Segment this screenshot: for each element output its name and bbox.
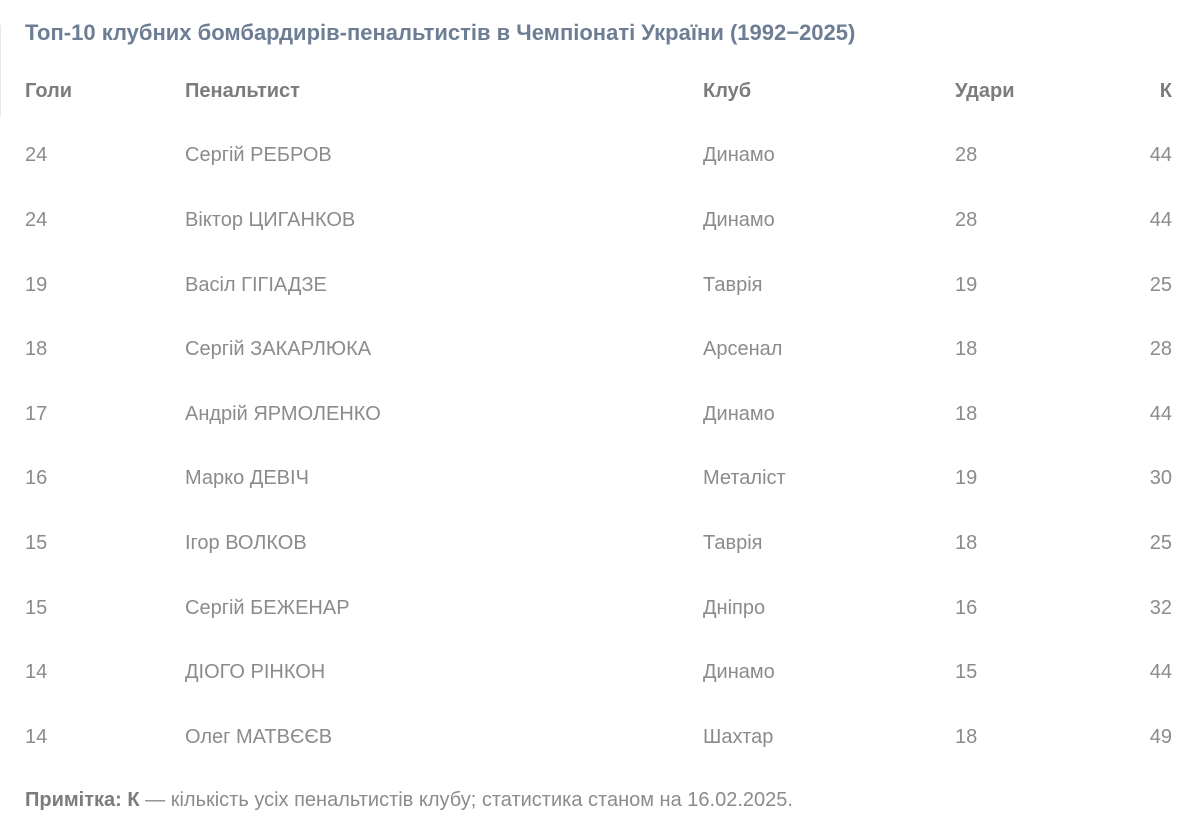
cell-goals: 15 (25, 531, 48, 554)
cell-player: ДІОГО РІНКОН (185, 661, 326, 684)
table-row: 24 Сергій РЕБРОВ Динамо 28 44 (0, 124, 1200, 189)
cell-k: 32 (1149, 596, 1172, 619)
cell-k: 44 (1149, 144, 1172, 167)
cell-k: 28 (1149, 338, 1172, 361)
cell-attempts: 28 (955, 208, 978, 231)
cell-goals: 14 (25, 661, 48, 684)
cell-player: Ігор ВОЛКОВ (185, 531, 307, 554)
cell-club: Динамо (703, 144, 775, 167)
cell-goals: 14 (25, 725, 48, 748)
card-edge-fragment (0, 25, 1, 117)
cell-player: Сергій ЗАКАРЛЮКА (185, 338, 372, 361)
cell-attempts: 28 (955, 144, 978, 167)
table-row: 16 Марко ДЕВІЧ Металіст 19 30 (0, 447, 1200, 512)
cell-player: Андрій ЯРМОЛЕНКО (185, 402, 381, 425)
footnote: Примітка: К — кількість усіх пенальтисті… (0, 789, 1200, 812)
cell-club: Металіст (703, 467, 786, 490)
cell-club: Таврія (703, 531, 763, 554)
cell-player: Марко ДЕВІЧ (185, 467, 309, 490)
table-row: 17 Андрій ЯРМОЛЕНКО Динамо 18 44 (0, 382, 1200, 447)
cell-attempts: 16 (955, 596, 978, 619)
col-header-k: К (1159, 79, 1172, 102)
cell-goals: 16 (25, 467, 48, 490)
footnote-label: Примітка: К (25, 788, 140, 811)
cell-club: Арсенал (703, 338, 783, 361)
cell-club: Дніпро (703, 596, 766, 619)
cell-k: 44 (1149, 402, 1172, 425)
cell-club: Таврія (703, 273, 763, 296)
cell-club: Шахтар (703, 725, 774, 748)
table-row: 15 Ігор ВОЛКОВ Таврія 18 25 (0, 511, 1200, 576)
cell-attempts: 18 (955, 725, 978, 748)
cell-player: Васіл ГІГІАДЗЕ (185, 273, 327, 296)
cell-k: 25 (1149, 273, 1172, 296)
cell-attempts: 19 (955, 273, 978, 296)
footnote-text: — кількість усіх пенальтистів клубу; ста… (139, 788, 793, 811)
cell-attempts: 19 (955, 467, 978, 490)
cell-k: 30 (1149, 467, 1172, 490)
table-row: 14 ДІОГО РІНКОН Динамо 15 44 (0, 640, 1200, 705)
penalty-scorers-table: Голи Пенальтист Клуб Удари К 24 Сергій Р… (0, 59, 1200, 770)
cell-goals: 15 (25, 596, 48, 619)
cell-club: Динамо (703, 208, 775, 231)
col-header-club: Клуб (703, 79, 752, 102)
cell-player: Віктор ЦИГАНКОВ (185, 208, 356, 231)
table-row: 15 Сергій БЕЖЕНАР Дніпро 16 32 (0, 576, 1200, 641)
cell-player: Сергій РЕБРОВ (185, 144, 332, 167)
col-header-attempts: Удари (955, 79, 1015, 102)
cell-goals: 17 (25, 402, 48, 425)
cell-club: Динамо (703, 402, 775, 425)
cell-player: Олег МАТВЄЄВ (185, 725, 333, 748)
cell-goals: 18 (25, 338, 48, 361)
cell-attempts: 18 (955, 338, 978, 361)
cell-attempts: 15 (955, 661, 978, 684)
col-header-goals: Голи (25, 79, 73, 102)
cell-goals: 24 (25, 208, 48, 231)
cell-player: Сергій БЕЖЕНАР (185, 596, 350, 619)
cell-k: 44 (1149, 661, 1172, 684)
cell-goals: 19 (25, 273, 48, 296)
cell-goals: 24 (25, 144, 48, 167)
cell-k: 49 (1149, 725, 1172, 748)
cell-attempts: 18 (955, 531, 978, 554)
cell-attempts: 18 (955, 402, 978, 425)
col-header-player: Пенальтист (185, 79, 300, 102)
page-title: Топ-10 клубних бомбардирів-пенальтистів … (25, 20, 856, 45)
table-row: 19 Васіл ГІГІАДЗЕ Таврія 19 25 (0, 253, 1200, 318)
table-row: 18 Сергій ЗАКАРЛЮКА Арсенал 18 28 (0, 317, 1200, 382)
cell-k: 44 (1149, 208, 1172, 231)
table-row: 24 Віктор ЦИГАНКОВ Динамо 28 44 (0, 188, 1200, 253)
cell-club: Динамо (703, 661, 775, 684)
cell-k: 25 (1149, 531, 1172, 554)
table-row: 14 Олег МАТВЄЄВ Шахтар 18 49 (0, 705, 1200, 770)
table-header-row: Голи Пенальтист Клуб Удари К (0, 59, 1200, 124)
